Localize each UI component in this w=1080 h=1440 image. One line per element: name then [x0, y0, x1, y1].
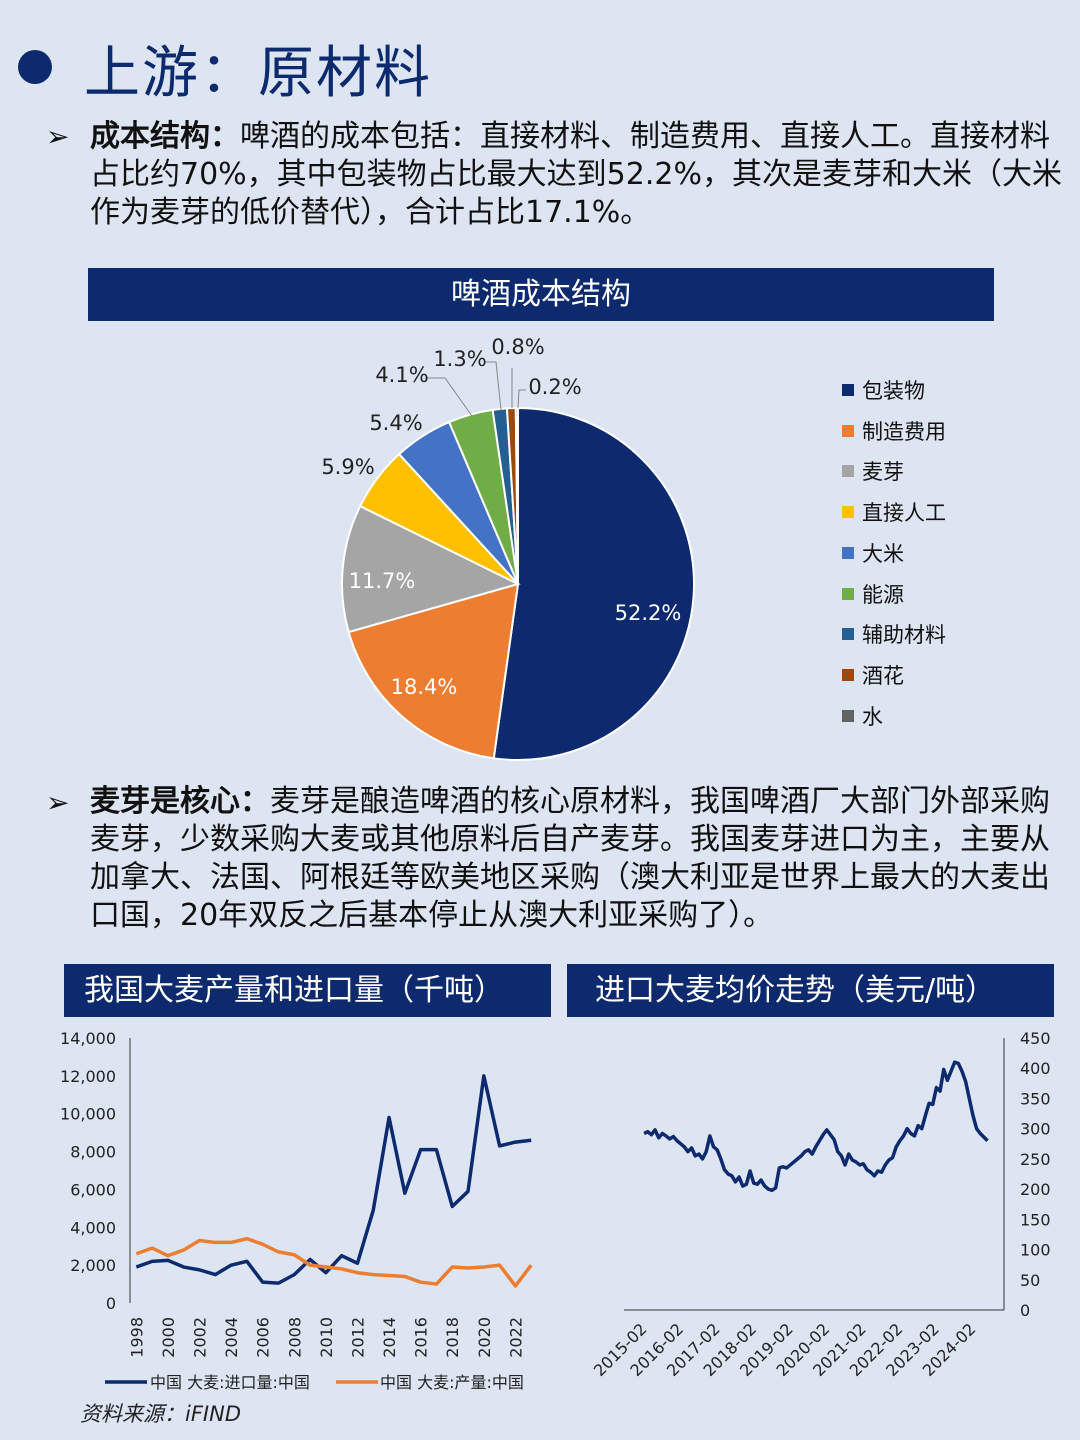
y-tick-label: 8,000: [70, 1143, 116, 1162]
x-tick-label: 2022: [506, 1317, 525, 1358]
pie-value-label-9: 0.2%: [528, 375, 581, 399]
legend-label: 大米: [862, 541, 904, 566]
y-tick-label: 6,000: [70, 1180, 116, 1199]
pie-slice-9: [514, 406, 519, 585]
pie-value-label-8: 0.8%: [491, 335, 544, 359]
legend-label: 直接人工: [862, 501, 946, 526]
y-tick-label: 10,000: [60, 1105, 116, 1124]
section1-text: 啤酒的成本包括：直接材料、制造费用、直接人工。直接材料占比约70%，其中包装物占…: [90, 119, 1062, 230]
source-note: 资料来源：iFIND: [80, 1402, 241, 1426]
y-tick-label: 50: [1020, 1271, 1040, 1290]
pie-leader-line-9: [517, 389, 526, 409]
pie-legend-item: 麦芽: [842, 459, 904, 485]
y-tick-label: 150: [1020, 1210, 1051, 1229]
legend-swatch: [842, 506, 854, 519]
x-tick-label: 2012: [348, 1317, 367, 1358]
series-line-2: [135, 1236, 533, 1288]
bullet-arrow-icon: ➢: [46, 120, 70, 153]
y-tick-label: 400: [1020, 1059, 1051, 1078]
legend-swatch: [842, 709, 854, 722]
legend-label: 包装物: [862, 379, 925, 403]
pie-legend-item: 直接人工: [842, 500, 946, 526]
y-tick-label: 250: [1020, 1150, 1051, 1169]
pie-leader-line-7: [484, 361, 502, 411]
pie-legend-item: 酒花: [842, 663, 904, 689]
pie-legend-item: 大米: [842, 541, 904, 567]
barley-volume-title: 我国大麦产量和进口量（千吨）: [84, 973, 504, 1008]
legend-label: 酒花: [862, 663, 904, 688]
legend-label: 能源: [862, 582, 904, 607]
x-tick-label: 2000: [159, 1317, 178, 1358]
pie-legend-item: 制造费用: [842, 419, 946, 445]
pie-value-label-3: 11.7%: [349, 569, 416, 593]
legend-swatch: [842, 384, 854, 396]
page-title: 上游：原材料: [84, 41, 432, 106]
section2-text: 麦芽是酿造啤酒的核心原材料，我国啤酒厂大部门外部采购麦芽，少数采购大麦或其他原料…: [90, 784, 1050, 933]
pie-legend-item: 包装物: [842, 378, 925, 404]
section1-paragraph: 成本结构：啤酒的成本包括：直接材料、制造费用、直接人工。直接材料占比约70%，其…: [90, 118, 1065, 232]
pie-chart: 52.2% 18.4% 11.7% 5.9% 5.4% 4.1%1.3% 0.8% 0.2%: [321, 335, 695, 761]
series-line-1: [135, 1074, 532, 1285]
pie-chart-title: 啤酒成本结构: [451, 277, 631, 312]
section2-paragraph: 麦芽是核心：麦芽是酿造啤酒的核心原材料，我国啤酒厂大部门外部采购麦芽，少数采购大…: [90, 783, 1065, 935]
x-tick-label: 1998: [127, 1317, 146, 1358]
x-tick-label: 2006: [254, 1317, 273, 1358]
legend-swatch: [842, 587, 854, 600]
x-tick-label: 2014: [380, 1317, 399, 1358]
x-tick-label: 2010: [317, 1317, 336, 1358]
y-tick-label: 300: [1020, 1120, 1051, 1139]
y-tick-label: 4,000: [70, 1218, 116, 1237]
legend-swatch: [842, 668, 854, 681]
y-tick-label: 2,000: [70, 1256, 116, 1275]
legend-label: 麦芽: [862, 460, 904, 485]
y-tick-label: 14,000: [60, 1029, 116, 1048]
legend-label: 中国 大麦:进口量:中国: [150, 1373, 310, 1392]
legend-label: 制造费用: [862, 419, 946, 444]
pie-value-label-7: 1.3%: [433, 347, 486, 371]
pie-value-label-4: 5.9%: [321, 455, 374, 479]
x-tick-label: 2016: [412, 1317, 431, 1358]
barley-price-title-bar: 进口大麦均价走势（美元/吨）: [567, 964, 1054, 1017]
section2-heading: 麦芽是核心：: [90, 784, 270, 819]
barley-volume-title-bar: 我国大麦产量和进口量（千吨）: [64, 964, 551, 1017]
pie-legend-item: 辅助材料: [842, 622, 946, 648]
legend-label: 中国 大麦:产量:中国: [380, 1373, 524, 1392]
pie-value-label-2: 18.4%: [391, 675, 458, 699]
y-tick-label: 350: [1020, 1089, 1051, 1108]
pie-slice-3: [341, 504, 521, 634]
y-tick-label: 450: [1020, 1029, 1051, 1048]
barley-volume-chart: 0 2,000 4,000 6,000 8,000 10,000 12,000 14,000 1…: [60, 1029, 533, 1392]
pie-value-label-5: 5.4%: [369, 411, 422, 435]
x-tick-label: 2002: [191, 1317, 210, 1358]
x-tick-label: 2008: [285, 1317, 304, 1358]
y-tick-label: 200: [1020, 1180, 1051, 1199]
pie-legend-item: 能源: [842, 582, 904, 608]
x-tick-label: 2018: [443, 1317, 462, 1358]
pie-chart-title-bar: 啤酒成本结构: [88, 268, 994, 321]
bullet-arrow-icon-2: ➢: [46, 786, 70, 819]
legend-swatch: [842, 546, 854, 559]
pie-slice-2: [347, 582, 520, 760]
x-tick-label: 2004: [222, 1317, 241, 1358]
legend-label: 水: [862, 704, 883, 729]
barley-price-chart: 0501001502002503003504004502015-022016-0…: [590, 1029, 1051, 1380]
legend-label: 辅助材料: [862, 623, 946, 648]
title-bullet-dot: [18, 50, 52, 84]
y-tick-label: 12,000: [60, 1067, 116, 1086]
pie-leader-line-6: [425, 377, 473, 417]
legend-swatch: [842, 628, 854, 641]
section1-heading: 成本结构：: [90, 119, 240, 154]
pie-slice-1: [492, 406, 695, 761]
legend-swatch: [842, 424, 854, 437]
price-series-line: [643, 1060, 989, 1193]
pie-value-label-6: 4.1%: [375, 363, 428, 387]
y-tick-label: 0: [106, 1294, 116, 1313]
x-tick-label: 2020: [475, 1317, 494, 1358]
y-tick-label: 0: [1020, 1301, 1030, 1320]
y-tick-label: 100: [1020, 1241, 1051, 1260]
legend-swatch: [842, 465, 854, 478]
pie-legend-item: 水: [842, 704, 883, 730]
pie-value-label-1: 52.2%: [615, 601, 682, 625]
barley-price-title: 进口大麦均价走势（美元/吨）: [595, 973, 996, 1008]
